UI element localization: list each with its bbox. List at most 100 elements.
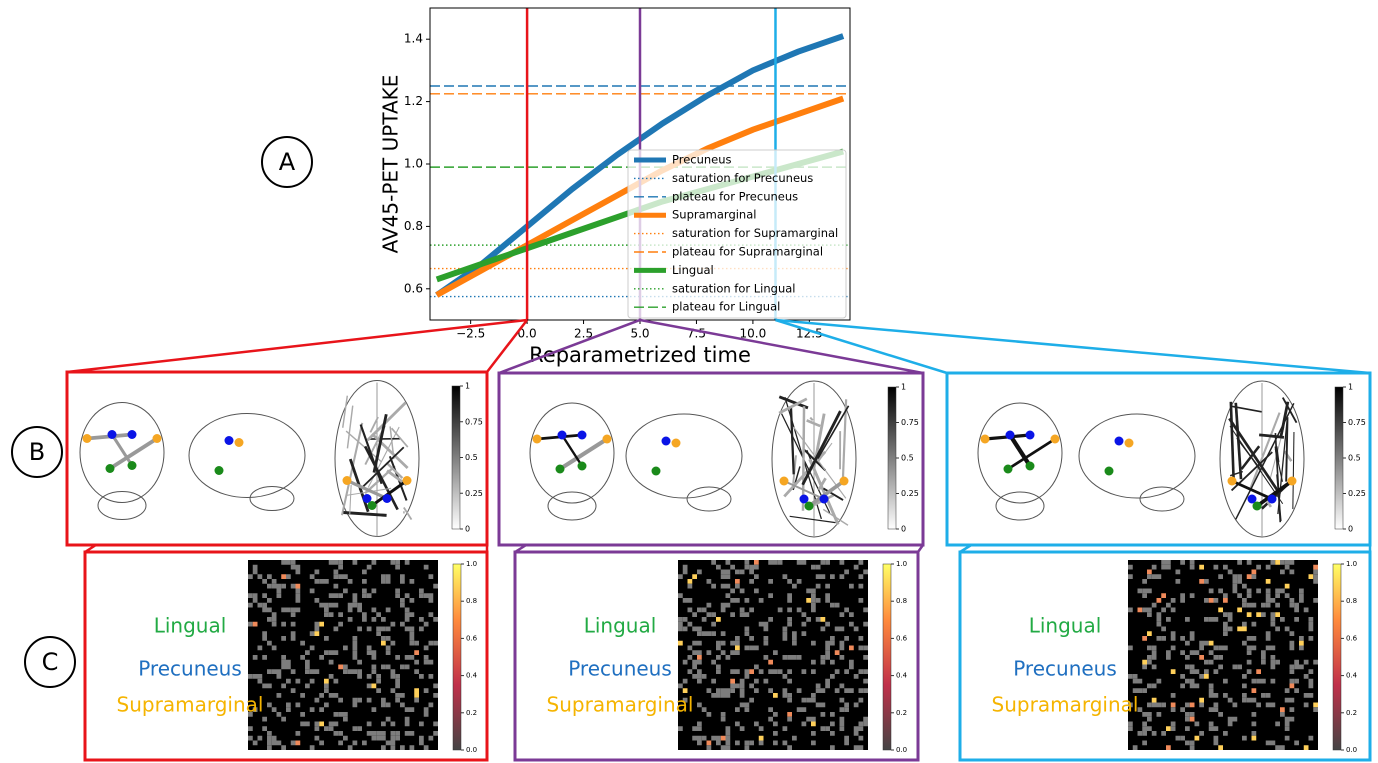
matrix-cell [858, 583, 864, 589]
matrix-cell [276, 674, 282, 679]
matrix-cell [371, 617, 377, 622]
matrix-cell [1313, 569, 1318, 575]
connection [1240, 445, 1261, 470]
matrix-cell [423, 707, 429, 712]
matrix-cell [1275, 602, 1280, 608]
matrix-cell [706, 688, 712, 693]
matrix-cell [276, 693, 282, 698]
connection [372, 413, 388, 473]
connection [346, 405, 354, 449]
colorbar-tick-label: 1 [465, 382, 470, 391]
matrix-cell [404, 560, 410, 565]
matrix-cell [305, 683, 310, 689]
matrix-cell [371, 655, 377, 660]
matrix-cell [414, 669, 419, 674]
connection [1229, 401, 1235, 478]
matrix-cell [409, 640, 415, 646]
matrix-cell [1261, 602, 1266, 608]
matrix-cell [1246, 636, 1252, 641]
matrix-cell [1151, 664, 1157, 670]
matrix-cell [1303, 674, 1309, 679]
matrix-cell [385, 574, 391, 579]
matrix-cell [1242, 598, 1247, 603]
matrix-cell [1237, 593, 1242, 598]
matrix-cell [395, 678, 400, 684]
matrix-cell [352, 650, 358, 655]
matrix-cell [381, 745, 386, 750]
matrix-cell [281, 745, 286, 750]
panel-b-badge: B [11, 426, 63, 478]
node [127, 461, 137, 470]
node [661, 436, 671, 446]
matrix-cell [1303, 693, 1309, 698]
matrix-cell [267, 702, 272, 708]
matrix-cell [252, 674, 258, 679]
matrix-cell [697, 569, 702, 575]
connection [389, 426, 395, 460]
matrix-cell [1161, 702, 1166, 708]
matrix-cell [1189, 678, 1195, 684]
matrix-cell [1166, 617, 1171, 622]
connection [1228, 417, 1282, 495]
matrix-cell [716, 564, 721, 570]
matrix-cell [371, 735, 377, 741]
connection [371, 479, 408, 507]
matrix-cell [706, 579, 712, 584]
matrix-cell [682, 617, 688, 622]
matrix-cell [853, 702, 859, 708]
matrix-cell [1156, 574, 1162, 579]
matrix-cell [371, 664, 377, 670]
matrix-cell [744, 626, 750, 632]
matrix-cell [324, 678, 329, 684]
matrix-cell [328, 659, 334, 665]
colorbar-tick-label: 0.75 [901, 418, 919, 427]
matrix-cell [787, 716, 792, 722]
matrix-cell [782, 693, 788, 698]
matrix-cell [1189, 745, 1195, 750]
matrix-cell [701, 631, 707, 636]
matrix-cell [739, 702, 745, 708]
colorbar-tick-label: 0.75 [1348, 418, 1366, 427]
matrix-cell [1265, 740, 1271, 746]
connection [343, 511, 387, 517]
matrix-cell [858, 598, 864, 603]
matrix-cell [319, 655, 324, 660]
matrix-cell [1189, 664, 1195, 670]
connection [783, 480, 825, 500]
matrix-cell [295, 564, 301, 570]
matrix-cell [338, 593, 343, 598]
matrix-cell [1151, 702, 1157, 708]
matrix-cell [1151, 650, 1157, 655]
matrix-cell [730, 588, 735, 594]
matrix-cell [692, 640, 697, 646]
matrix-cell [744, 702, 750, 708]
matrix-cell [1299, 636, 1304, 641]
matrix-cell [849, 659, 854, 665]
node [1124, 438, 1134, 448]
matrix-cell [1237, 574, 1242, 579]
matrix-cell [1246, 602, 1252, 608]
matrix-cell [414, 640, 419, 646]
matrix-cell [782, 726, 788, 731]
matrix-cell [1227, 626, 1233, 632]
matrix-cell [1294, 678, 1299, 684]
matrix-cell [433, 731, 438, 736]
matrix-cell [853, 626, 859, 632]
matrix-cell [1251, 712, 1257, 717]
matrix-cell [352, 636, 358, 641]
matrix-cell [1294, 688, 1299, 693]
matrix-cell [777, 560, 783, 565]
matrix-cell [735, 569, 740, 575]
matrix-cell [1242, 735, 1247, 741]
matrix-cell [725, 735, 731, 741]
matrix-cell [409, 626, 415, 632]
matrix-panel: Lingual Precuneus Supramarginal 0.0 0.2 0.4 0.… [992, 560, 1358, 754]
matrix-cell [395, 693, 400, 698]
matrix-cell [825, 655, 830, 660]
matrix-cell [1256, 588, 1261, 594]
matrix-cell [309, 588, 315, 594]
matrix-cell [347, 617, 353, 622]
matrix-cell [1194, 735, 1200, 741]
matrix-cell [853, 745, 859, 750]
matrix-cell [276, 712, 282, 717]
